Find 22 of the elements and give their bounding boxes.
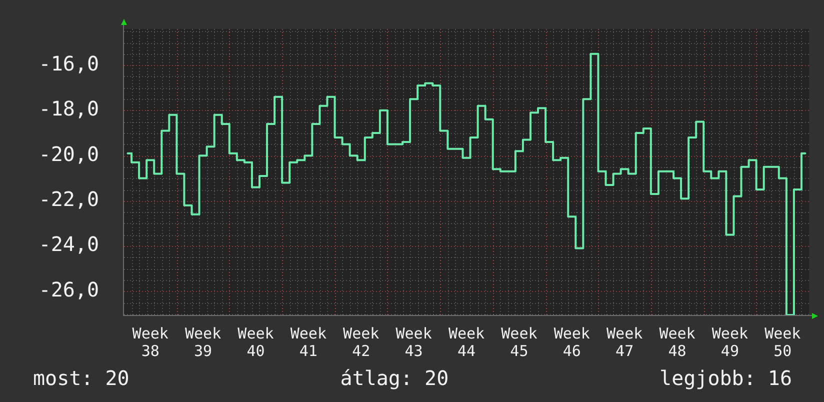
x-tick-label: Week 45 <box>501 324 538 360</box>
text: átlag: 20 <box>340 365 449 391</box>
x-tick-label: Week 39 <box>184 324 222 360</box>
x-tick-label: Week 43 <box>396 324 432 360</box>
x-tick-label: Week 48 <box>659 324 696 360</box>
y-tick-label: -20,0 <box>38 142 99 166</box>
y-tick-label: -24,0 <box>38 232 99 256</box>
x-tick-label: Week 47 <box>606 324 643 360</box>
y-tick-label: -16,0 <box>38 51 99 76</box>
x-tick-label: Week 42 <box>343 324 380 360</box>
x-tick-label: Week 49 <box>712 324 748 360</box>
y-tick-label: -22,0 <box>38 187 99 212</box>
text: legjobb: 16 <box>660 365 792 391</box>
y-tick-label: -26,0 <box>38 277 99 302</box>
x-tick-label: Week 50 <box>764 324 801 360</box>
x-tick-label: Week 46 <box>554 324 590 360</box>
x-tick-label: Week 40 <box>238 324 274 360</box>
x-tick-label: Week 38 <box>132 324 168 360</box>
x-tick-label: Week 41 <box>290 324 326 360</box>
x-tick-label: Week 44 <box>448 324 485 360</box>
text: most: 20 <box>33 365 130 391</box>
y-tick-label: -18,0 <box>38 96 99 121</box>
